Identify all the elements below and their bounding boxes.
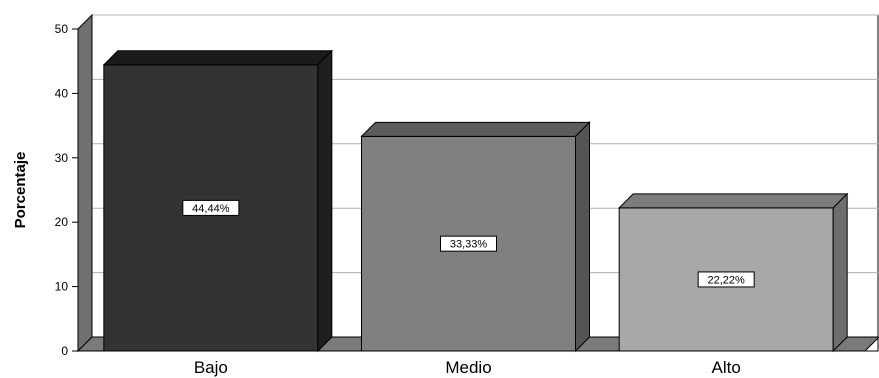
- data-label-box: [697, 271, 755, 288]
- y-tick-label: 30: [55, 151, 69, 165]
- bar-top: [617, 193, 849, 209]
- bar-side: [575, 121, 590, 353]
- y-tick-label: 0: [61, 344, 68, 358]
- y-tick-label: 40: [55, 86, 69, 100]
- y-tick-label: 20: [55, 215, 69, 229]
- x-tick-label: Bajo: [194, 358, 228, 377]
- labels: 44,44% Bajo 33,33% Medio 22,22% Alto: [182, 199, 755, 377]
- bar-side: [317, 49, 333, 353]
- y-axis: 0 10 20 30 40 50: [55, 22, 78, 358]
- x-tick-label: Medio: [445, 358, 491, 377]
- data-label-box: [182, 199, 240, 216]
- bar-medio: [360, 121, 591, 353]
- data-label: 22,22%: [708, 274, 746, 286]
- y-axis-title: Porcentaje: [12, 152, 29, 229]
- data-label: 44,44%: [192, 203, 230, 215]
- data-label: 33,33%: [450, 239, 488, 251]
- x-tick-label: Alto: [712, 358, 741, 377]
- left-wall: [77, 13, 93, 353]
- bar-top: [360, 121, 591, 137]
- bar-side: [832, 192, 848, 353]
- y-tick-label: 10: [55, 280, 69, 294]
- bar-top: [102, 50, 334, 66]
- y-tick-label: 50: [55, 22, 69, 36]
- data-label-box: [440, 235, 497, 252]
